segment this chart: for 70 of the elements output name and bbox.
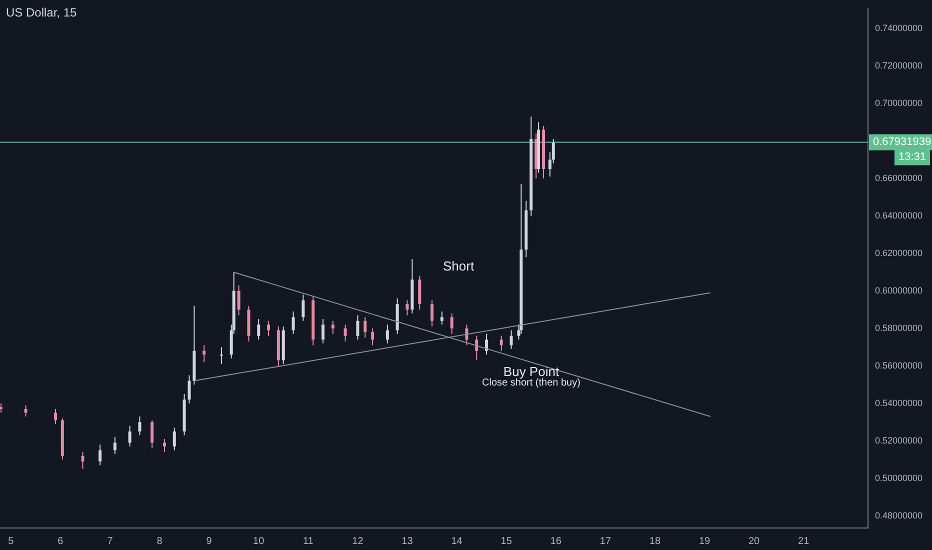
x-tick-label: 8 [156,536,163,547]
candlestick [172,427,176,451]
y-tick-label: 0.66000000 [875,172,923,183]
candlestick [202,344,206,363]
x-tick-label: 16 [550,536,562,547]
x-tick-label: 10 [253,536,265,547]
candlestick [0,402,2,414]
candlestick [440,311,444,326]
candlestick [364,316,367,338]
candlestick [485,333,488,356]
text: 13:31 [898,151,926,164]
candlestick [81,452,84,470]
candlestick [267,320,270,336]
y-tick-label: 0.54000000 [875,398,923,408]
candlestick [188,374,191,404]
annotation: Short [443,258,474,274]
x-tick-label: 15 [500,536,512,547]
y-tick-label: 0.50000000 [875,472,923,483]
candlestick [113,436,116,454]
candlestick [510,330,513,350]
y-tick-label: 0.58000000 [875,322,923,333]
candlestick [128,425,132,447]
chart-title: US Dollar, 15 [6,5,78,20]
x-tick-label: 20 [748,536,760,547]
candlestick [450,312,454,334]
candlestick [406,300,409,316]
candlestick [344,324,347,342]
y-tick-label: 0.56000000 [875,360,923,370]
candlestick [98,444,102,466]
annotation: Buy Point [503,364,560,379]
candlestick [237,284,240,316]
y-tick-label: 0.60000000 [875,285,923,296]
candlestick [500,335,503,352]
candlestick [371,328,374,346]
y-tick-label: 0.52000000 [875,435,923,446]
candlestick [386,324,389,344]
candlestick [356,314,360,340]
x-tick-label: 9 [206,536,212,547]
x-tick-label: 18 [649,536,661,547]
y-tick-label: 0.62000000 [875,248,923,258]
x-tick-label: 13 [402,536,414,547]
x-tick-label: 17 [600,536,612,547]
candlestick [257,318,260,340]
candlestick [475,335,478,361]
candlestick [331,320,334,334]
y-tick-label: 0.48000000 [875,510,923,520]
candlestick [54,408,57,424]
candlestick [292,311,295,334]
candlestick [138,416,142,436]
x-tick-label: 7 [107,536,114,547]
candlestick [220,346,223,364]
x-tick-label: 21 [798,536,810,547]
y-tick-label: 0.70000000 [875,98,923,108]
y-tick-label: 0.64000000 [875,210,923,220]
y-tick-label: 0.72000000 [875,60,923,70]
candlestick [302,294,305,322]
x-tick-label: 6 [58,536,64,547]
x-tick-label: 12 [352,536,364,547]
annotation: Close short (then buy) [482,378,580,389]
x-tick-label: 11 [302,536,314,547]
x-tick-label: 14 [451,536,463,547]
candlestick [322,318,325,344]
candlestick [24,404,28,417]
candlestick [430,300,434,327]
x-tick-label: 5 [8,536,14,547]
x-tick-label: 19 [698,536,711,547]
candlestick [150,420,154,449]
candlestick [162,438,166,453]
y-tick-label: 0.74000000 [875,22,923,33]
ref-line-label: 0.67931939 [873,136,932,148]
